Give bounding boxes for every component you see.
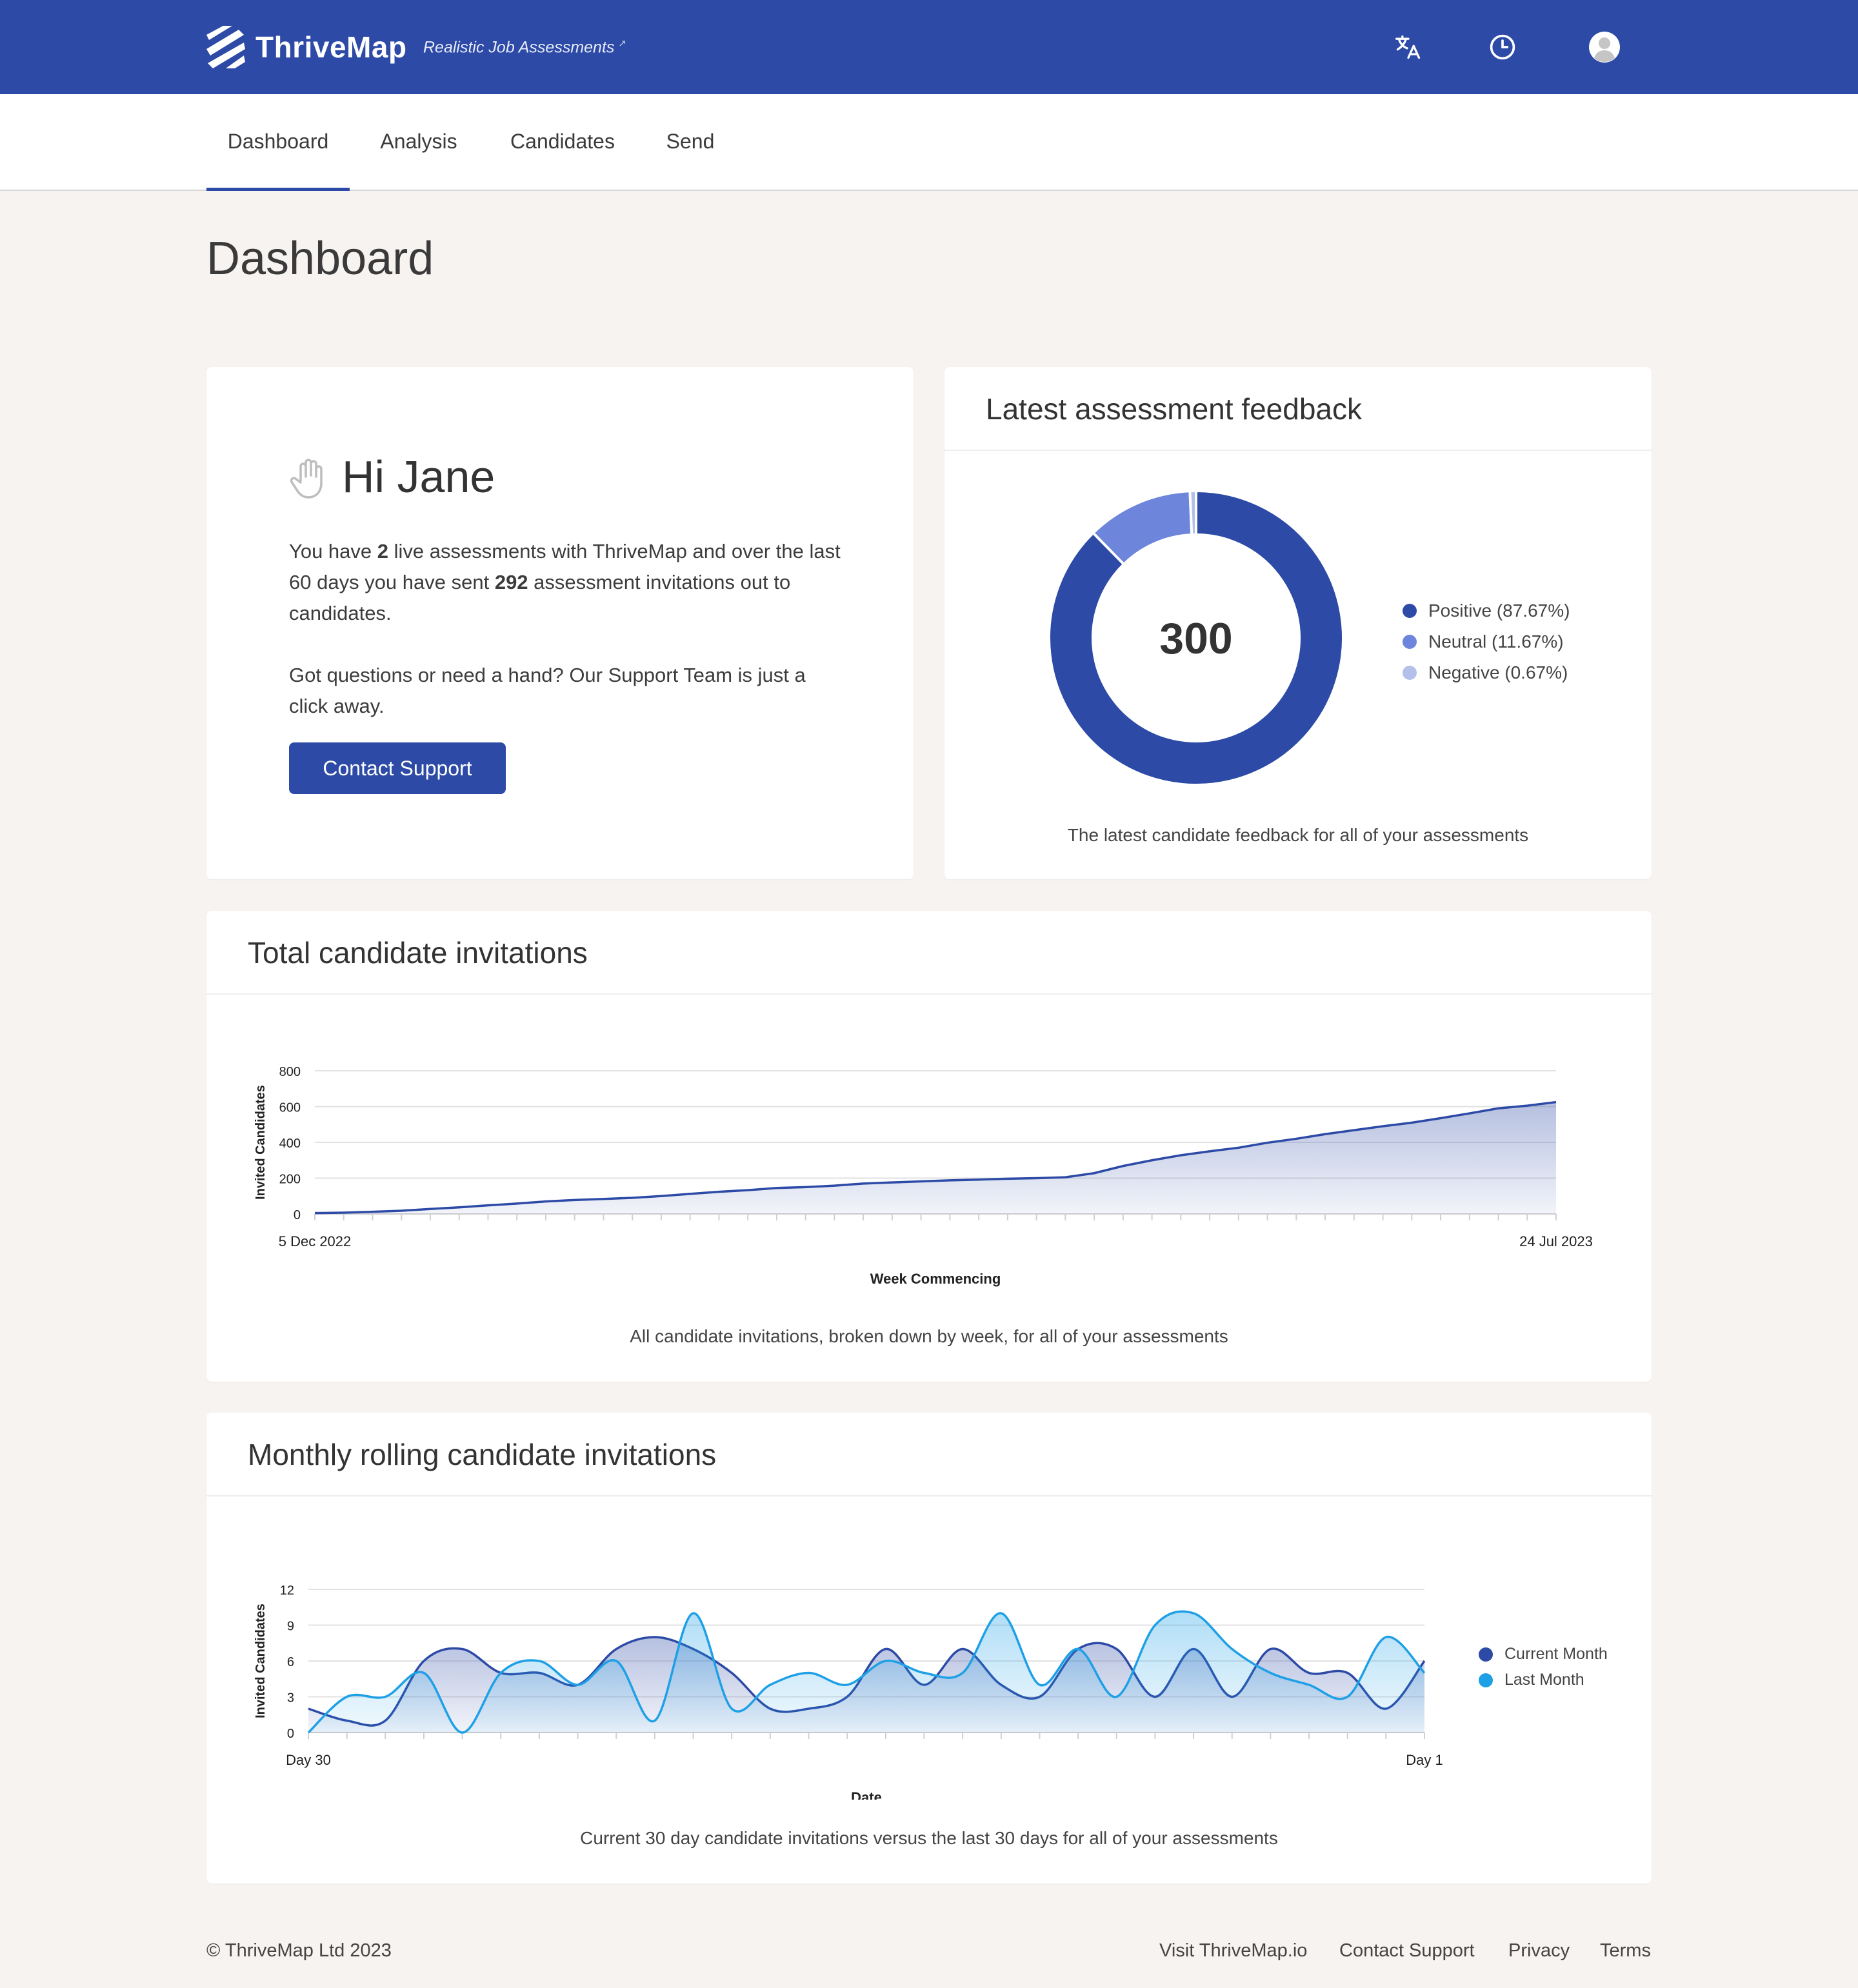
- y-tick-label: 600: [279, 1101, 301, 1115]
- thrivemap-logo-icon: [206, 26, 245, 68]
- legend-dot: [1479, 1673, 1493, 1687]
- monthly-invitations-title: Monthly rolling candidate invitations: [248, 1438, 717, 1471]
- legend-label: Positive (87.67%): [1428, 601, 1570, 621]
- y-tick-label: 12: [280, 1584, 294, 1598]
- monthly-invitations-chart: 0 3 6 9 12 Day 30 Day 1 Date Invited Candidates: [254, 1584, 1443, 1800]
- tab-dashboard[interactable]: Dashboard: [206, 94, 350, 191]
- card-header: Latest assessment feedback: [944, 367, 1652, 451]
- legend-dot: [1403, 666, 1417, 680]
- legend-label: Neutral (11.67%): [1428, 631, 1564, 651]
- y-axis-label: Invited Candidates: [254, 1604, 268, 1718]
- x-tick-label: 24 Jul 2023: [1519, 1233, 1593, 1249]
- y-tick-label: 3: [287, 1691, 294, 1705]
- support-text: Got questions or need a hand? Our Suppor…: [289, 664, 806, 717]
- y-tick-label: 0: [287, 1727, 294, 1741]
- legend-label: Last Month: [1504, 1671, 1584, 1689]
- total-invitations-caption: All candidate invitations, broken down b…: [630, 1326, 1228, 1346]
- footer-link-visit[interactable]: Visit ThriveMap.io: [1159, 1940, 1308, 1961]
- x-axis-label: Week Commencing: [870, 1271, 1001, 1287]
- page-title: Dashboard: [206, 233, 434, 284]
- y-tick-label: 9: [287, 1620, 294, 1634]
- y-tick-label: 6: [287, 1655, 294, 1669]
- card-header: Total candidate invitations: [206, 911, 1652, 995]
- legend-dot: [1403, 604, 1417, 618]
- app-name: ThriveMap: [255, 30, 407, 64]
- total-invitations-card: Total candidate invitations 0 200 400 600 80…: [206, 911, 1652, 1382]
- feedback-caption: The latest candidate feedback for all of…: [1067, 825, 1529, 845]
- main-nav: Dashboard Analysis Candidates Send: [0, 94, 1858, 191]
- invitation-count: 292: [494, 571, 528, 593]
- feedback-title: Latest assessment feedback: [986, 392, 1362, 426]
- copyright: © ThriveMap Ltd 2023: [206, 1940, 392, 1961]
- tab-candidates[interactable]: Candidates: [510, 130, 615, 153]
- series-area: [315, 1102, 1556, 1214]
- feedback-total-label: 300: [1159, 614, 1232, 663]
- x-tick-label: Day 1: [1406, 1752, 1443, 1768]
- tab-send[interactable]: Send: [666, 130, 715, 153]
- monthly-invitations-caption: Current 30 day candidate invitations ver…: [580, 1828, 1278, 1848]
- y-tick-label: 0: [294, 1208, 301, 1222]
- x-tick-label: Day 30: [286, 1752, 331, 1768]
- live-assessment-count: 2: [377, 540, 389, 562]
- contact-support-button[interactable]: Contact Support: [289, 742, 506, 794]
- tagline-text: Realistic Job Assessments: [423, 38, 615, 57]
- footer-link-terms[interactable]: Terms: [1600, 1940, 1651, 1961]
- doughnut-slice: [1188, 490, 1197, 537]
- translate-icon[interactable]: [1392, 31, 1424, 63]
- legend-label: Negative (0.67%): [1428, 662, 1568, 682]
- greeting: Hi Jane: [342, 452, 495, 502]
- series-line: [307, 1610, 1426, 1734]
- thrivemap-logo[interactable]: ThriveMap: [206, 26, 407, 68]
- y-tick-label: 400: [279, 1137, 301, 1151]
- monthly-invitations-card: Monthly rolling candidate invitations 0 3…: [206, 1413, 1652, 1884]
- external-link-icon: ↗: [618, 38, 626, 49]
- total-invitations-chart: 0 200 400 600 800 5 Dec 2022 24 Jul 2023 Week C…: [254, 1065, 1593, 1287]
- y-tick-label: 200: [279, 1173, 301, 1187]
- waving-hand-icon: [290, 459, 323, 499]
- legend-label: Current Month: [1504, 1645, 1608, 1663]
- card-header: Monthly rolling candidate invitations: [206, 1413, 1652, 1496]
- footer-link-contact-support[interactable]: Contact Support: [1339, 1940, 1475, 1961]
- y-axis-label: Invited Candidates: [254, 1085, 268, 1200]
- x-axis-label: Date: [851, 1789, 882, 1800]
- feedback-card: Latest assessment feedback 300 Positive …: [944, 367, 1652, 879]
- legend-item-current-month[interactable]: Current Month: [1479, 1645, 1608, 1664]
- top-bar: ThriveMap Realistic Job Assessments ↗: [0, 0, 1858, 94]
- series-line: [314, 1100, 1557, 1215]
- welcome-summary: You have 2 live assessments with ThriveM…: [289, 540, 841, 624]
- tagline-link[interactable]: Realistic Job Assessments ↗: [423, 37, 626, 57]
- legend-item-negative[interactable]: Negative (0.67%): [1403, 662, 1568, 683]
- user-avatar-icon[interactable]: [1588, 31, 1621, 63]
- tab-analysis[interactable]: Analysis: [380, 130, 457, 153]
- legend-item-neutral[interactable]: Neutral (11.67%): [1403, 631, 1564, 652]
- history-icon[interactable]: [1486, 31, 1519, 63]
- legend-dot: [1479, 1647, 1493, 1662]
- legend-item-positive[interactable]: Positive (87.67%): [1403, 601, 1570, 621]
- welcome-card: Hi Jane You have 2 live assessments with…: [206, 367, 914, 879]
- x-tick-label: 5 Dec 2022: [279, 1233, 352, 1249]
- legend-item-last-month[interactable]: Last Month: [1479, 1671, 1584, 1689]
- y-tick-label: 800: [279, 1065, 301, 1079]
- feedback-doughnut-chart: 300: [1048, 490, 1344, 786]
- total-invitations-title: Total candidate invitations: [248, 936, 588, 969]
- footer-link-privacy[interactable]: Privacy: [1508, 1940, 1570, 1961]
- legend-dot: [1403, 635, 1417, 649]
